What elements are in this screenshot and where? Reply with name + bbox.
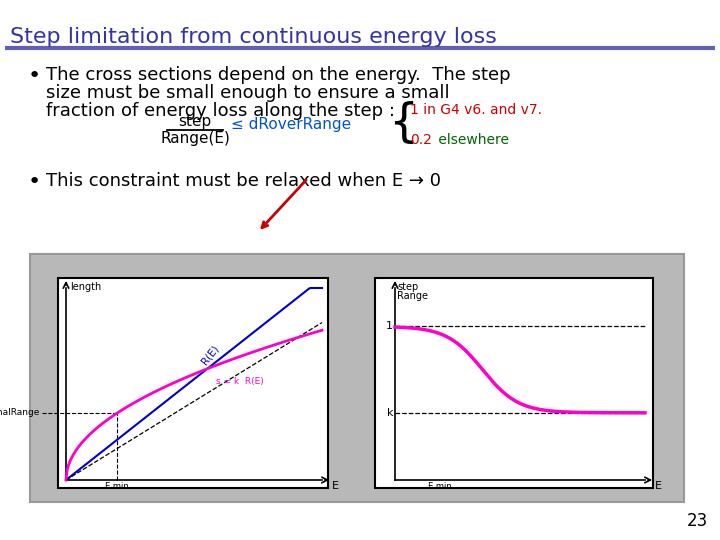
- FancyBboxPatch shape: [375, 278, 653, 488]
- Text: fraction of energy loss along the step :: fraction of energy loss along the step :: [46, 102, 395, 120]
- Text: E min: E min: [105, 482, 129, 491]
- Text: E: E: [655, 481, 662, 491]
- Text: •: •: [28, 66, 41, 86]
- Text: R(E): R(E): [199, 343, 220, 367]
- Text: size must be small enough to ensure a small: size must be small enough to ensure a sm…: [46, 84, 449, 102]
- Text: The cross sections depend on the energy.  The step: The cross sections depend on the energy.…: [46, 66, 510, 84]
- Text: step: step: [397, 282, 418, 292]
- Text: E: E: [332, 481, 339, 491]
- Text: Step limitation from continuous energy loss: Step limitation from continuous energy l…: [10, 27, 497, 47]
- Text: 0.2: 0.2: [410, 133, 432, 147]
- Text: step: step: [179, 114, 212, 129]
- Text: This constraint must be relaxed when E → 0: This constraint must be relaxed when E →…: [46, 172, 441, 190]
- FancyBboxPatch shape: [58, 278, 328, 488]
- Text: •: •: [28, 172, 41, 192]
- Text: elsewhere: elsewhere: [434, 133, 509, 147]
- Text: 23: 23: [687, 512, 708, 530]
- Text: ≤ dRoverRange: ≤ dRoverRange: [231, 117, 351, 132]
- Text: k: k: [387, 408, 393, 418]
- Text: s = k  R(E): s = k R(E): [217, 377, 264, 386]
- Text: Range: Range: [397, 291, 428, 301]
- Text: finalRange: finalRange: [0, 408, 40, 417]
- Text: 1 in G4 v6. and v7.: 1 in G4 v6. and v7.: [410, 103, 542, 117]
- FancyBboxPatch shape: [30, 254, 684, 502]
- Text: Range(E): Range(E): [160, 131, 230, 146]
- Text: E min: E min: [428, 482, 452, 491]
- Text: 1: 1: [386, 321, 393, 332]
- Text: length: length: [70, 282, 102, 292]
- Text: {: {: [388, 102, 418, 146]
